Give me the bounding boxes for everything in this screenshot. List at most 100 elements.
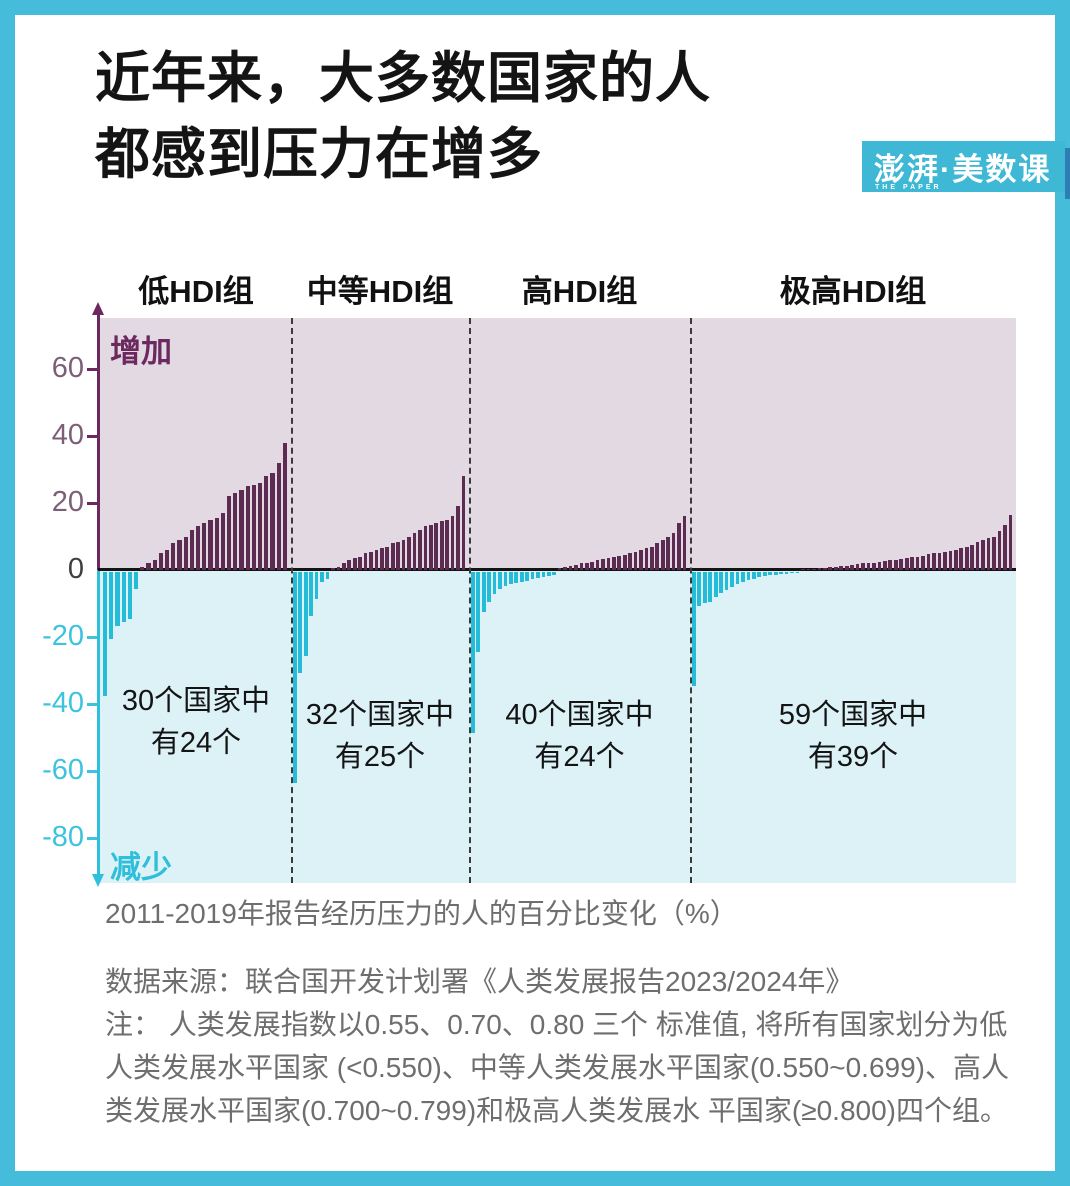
bar bbox=[552, 572, 557, 575]
bar bbox=[336, 566, 341, 570]
bar bbox=[574, 564, 578, 570]
axis-down-arrow-icon bbox=[92, 874, 104, 887]
bar bbox=[461, 476, 466, 570]
bar bbox=[932, 553, 936, 570]
bar bbox=[239, 489, 244, 570]
bar bbox=[456, 506, 460, 570]
y-tick-mark bbox=[87, 702, 97, 706]
bar bbox=[208, 519, 213, 570]
bar bbox=[264, 476, 269, 570]
y-tick-mark bbox=[87, 367, 97, 371]
bar bbox=[719, 572, 723, 594]
bar bbox=[790, 572, 794, 574]
bar bbox=[682, 516, 687, 570]
bar bbox=[757, 572, 762, 578]
title-line-1: 近年来，大多数国家的人 bbox=[95, 47, 712, 109]
bar bbox=[412, 533, 417, 570]
bar bbox=[347, 559, 352, 570]
y-tick-label: 0 bbox=[67, 553, 84, 585]
bar bbox=[109, 572, 114, 639]
bar bbox=[450, 516, 455, 570]
bar bbox=[677, 523, 681, 570]
page-title: 近年来，大多数国家的人 都感到压力在增多 bbox=[95, 40, 711, 192]
bar bbox=[536, 572, 540, 579]
bar bbox=[115, 572, 120, 626]
y-axis-negative-segment bbox=[97, 570, 100, 876]
bar bbox=[899, 559, 904, 570]
bar bbox=[358, 556, 362, 570]
bar bbox=[380, 548, 384, 570]
note-line: 人类发展水平国家 (<0.550)、中等人类发展水平国家(0.550~0.699… bbox=[105, 1052, 1009, 1083]
bar bbox=[385, 546, 390, 570]
bar bbox=[309, 572, 313, 616]
bar bbox=[921, 555, 925, 570]
bar bbox=[189, 529, 194, 570]
group-separator-line bbox=[469, 318, 471, 883]
bar bbox=[202, 523, 207, 570]
bar bbox=[795, 572, 800, 573]
bar bbox=[833, 566, 838, 570]
bar bbox=[471, 572, 475, 733]
bar bbox=[708, 572, 713, 603]
bar bbox=[374, 549, 379, 570]
bar bbox=[227, 496, 232, 570]
y-tick-mark bbox=[87, 769, 97, 773]
increase-label: 增加 bbox=[110, 334, 172, 369]
group-header: 低HDI组 bbox=[138, 274, 254, 309]
bar bbox=[103, 572, 108, 696]
group-annotation: 30个国家中 有24个 bbox=[121, 685, 271, 759]
bar bbox=[888, 559, 893, 570]
data-source-note: 数据来源：联合国开发计划署《人类发展报告2023/2024年》 bbox=[105, 966, 854, 997]
bar bbox=[883, 560, 887, 570]
bar bbox=[369, 551, 373, 570]
bar bbox=[812, 568, 816, 570]
group-separator-line bbox=[291, 318, 293, 883]
bar bbox=[752, 572, 756, 579]
logo-subtext: THE PAPER bbox=[875, 184, 942, 191]
bar bbox=[251, 484, 256, 570]
axis-up-arrow-icon bbox=[92, 302, 104, 315]
bar bbox=[434, 523, 439, 570]
bar bbox=[666, 536, 670, 570]
y-tick-label: 40 bbox=[51, 419, 84, 451]
bar bbox=[997, 531, 1002, 570]
bar bbox=[855, 563, 860, 570]
footnotes: 数据来源：联合国开发计划署《人类发展报告2023/2024年》 注： 人类发展指… bbox=[105, 960, 1009, 1132]
bar bbox=[390, 543, 395, 570]
bar bbox=[1003, 524, 1007, 570]
bar bbox=[926, 553, 931, 570]
bar bbox=[606, 558, 611, 570]
bar bbox=[768, 572, 773, 576]
bar bbox=[503, 572, 508, 587]
bar bbox=[970, 544, 975, 570]
bar bbox=[363, 553, 368, 570]
bar bbox=[633, 551, 638, 570]
bar bbox=[992, 536, 996, 570]
bar bbox=[214, 518, 219, 570]
bar bbox=[325, 572, 330, 579]
bar bbox=[341, 563, 346, 570]
bar bbox=[584, 562, 589, 570]
bar bbox=[943, 551, 947, 570]
bar bbox=[258, 482, 263, 570]
bar bbox=[152, 559, 157, 570]
bar bbox=[773, 572, 778, 575]
bar bbox=[741, 572, 745, 583]
bar bbox=[171, 543, 176, 570]
decrease-background bbox=[100, 570, 1016, 883]
bar bbox=[546, 572, 551, 577]
bar bbox=[563, 566, 567, 570]
bar bbox=[134, 572, 139, 589]
bar bbox=[423, 526, 428, 570]
decrease-label: 减少 bbox=[110, 850, 172, 885]
bar bbox=[671, 533, 676, 570]
bar bbox=[660, 539, 665, 570]
bar bbox=[915, 556, 920, 570]
bar bbox=[514, 572, 519, 584]
bar bbox=[986, 538, 991, 570]
bar bbox=[127, 572, 132, 619]
bar bbox=[177, 539, 182, 570]
bar bbox=[628, 553, 632, 570]
bar bbox=[937, 552, 942, 570]
